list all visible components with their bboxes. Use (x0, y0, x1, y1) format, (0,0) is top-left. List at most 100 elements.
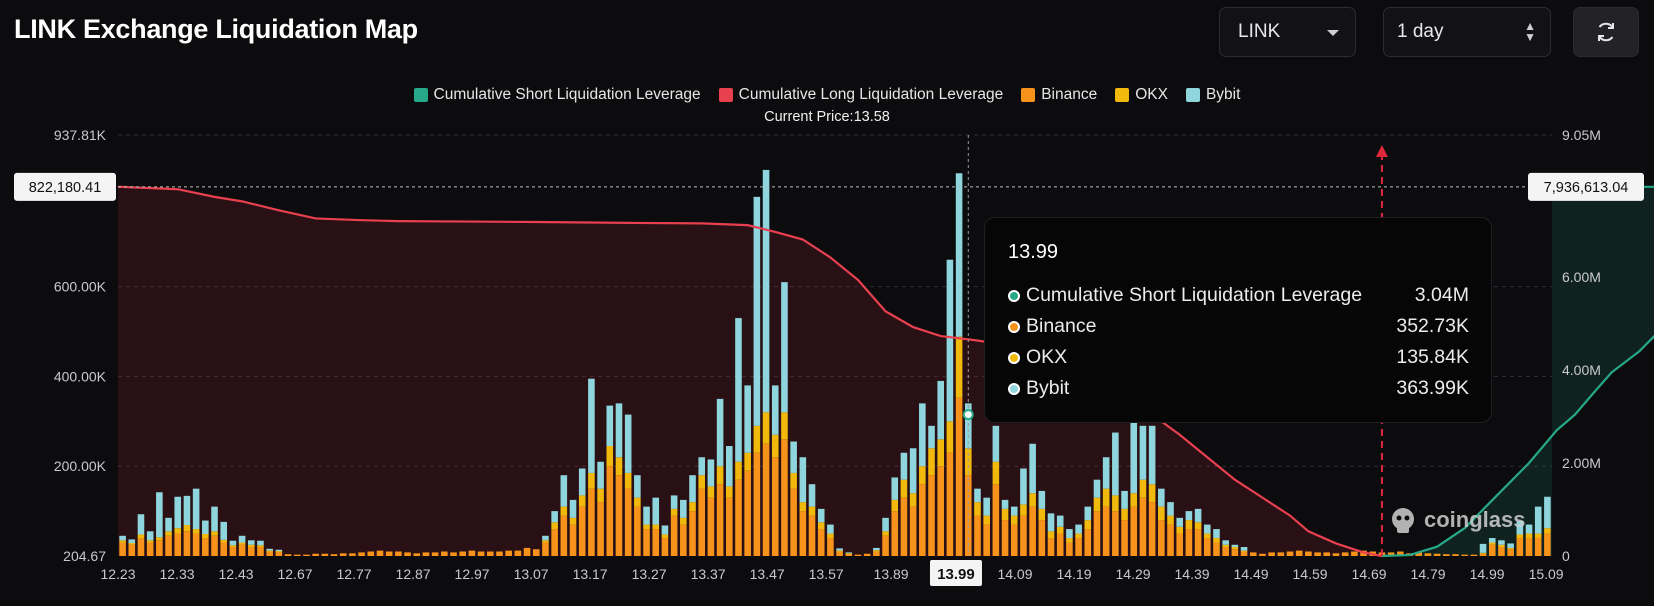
bar-binance (1534, 538, 1542, 556)
refresh-button[interactable] (1573, 7, 1639, 57)
bar-okx (1093, 497, 1101, 512)
tooltip-dot (1008, 382, 1020, 395)
legend-item-short[interactable]: Cumulative Short Liquidation Leverage (413, 86, 701, 104)
bar-okx (606, 446, 614, 467)
bar-bybit (1231, 544, 1239, 548)
tooltip-row: Bybit 363.99K (1008, 373, 1469, 404)
bar-binance (1332, 553, 1340, 556)
bar-binance (266, 551, 273, 556)
bar-bybit (578, 468, 586, 496)
bar-bybit (891, 477, 899, 500)
legend-swatch (1115, 88, 1130, 102)
bar-binance (1130, 506, 1138, 556)
bar-okx (551, 522, 558, 530)
bar-bybit (900, 452, 908, 480)
bar-okx (771, 434, 779, 458)
bar-okx (578, 495, 586, 507)
x-axis-tick: 13.89 (874, 566, 909, 582)
bar-binance (1498, 547, 1505, 556)
legend-item-okx[interactable]: OKX (1115, 86, 1168, 104)
bar-binance (1038, 520, 1046, 556)
bar-binance (146, 542, 154, 556)
bar-binance (707, 497, 715, 556)
tooltip-name: Bybit (1026, 377, 1070, 399)
bar-bybit (1534, 506, 1542, 534)
bar-okx (128, 542, 136, 545)
tooltip-value: 352.73K (1396, 315, 1469, 337)
bar-binance (1158, 520, 1165, 556)
bar-bybit (1544, 496, 1551, 529)
bar-okx (946, 421, 954, 453)
bar-binance (1433, 553, 1441, 556)
bar-bybit (128, 539, 136, 543)
bar-okx (1130, 493, 1138, 507)
bar-bybit (808, 484, 816, 507)
bar-okx (882, 531, 889, 536)
bar-binance (1185, 529, 1193, 556)
tooltip-value: 363.99K (1396, 377, 1469, 399)
bar-okx (928, 448, 935, 476)
bar-okx (762, 412, 770, 444)
bar-okx (698, 475, 706, 489)
bar-binance (974, 515, 981, 556)
bar-binance (1305, 551, 1312, 556)
bar-binance (698, 488, 706, 556)
legend-item-long[interactable]: Cumulative Long Liquidation Leverage (718, 86, 1003, 104)
bar-binance (367, 551, 375, 556)
bar-okx (1121, 508, 1128, 521)
right-axis-marker: 7,936,613.04 (1544, 180, 1629, 196)
bar-okx (1479, 552, 1487, 554)
bar-bybit (725, 446, 733, 487)
bar-bybit (698, 457, 706, 476)
bar-okx (827, 533, 834, 539)
x-axis-tick: 14.49 (1234, 566, 1269, 582)
bar-okx (257, 545, 264, 548)
bar-bybit (257, 540, 264, 546)
x-axis-tick: 12.97 (455, 566, 490, 582)
bar-okx (661, 534, 669, 539)
bar-binance (395, 551, 402, 556)
bar-binance (312, 553, 319, 556)
bar-binance (1277, 552, 1285, 556)
bar-okx (1084, 520, 1092, 530)
left-axis-tick: 204.67 (63, 548, 106, 564)
legend: Cumulative Short Liquidation Leverage Cu… (0, 86, 1654, 104)
bar-binance (863, 553, 871, 556)
bar-bybit (1102, 457, 1110, 489)
bar-binance (1286, 551, 1294, 556)
bar-bybit (588, 378, 595, 473)
bar-bybit (542, 535, 549, 541)
left-axis-marker: 822,180.41 (29, 180, 102, 196)
bar-binance (983, 524, 990, 556)
page-title: LINK Exchange Liquidation Map (14, 14, 418, 44)
bar-binance (174, 533, 182, 556)
bar-bybit (983, 497, 990, 516)
bar-bybit (1479, 543, 1487, 553)
bar-okx (1525, 533, 1533, 539)
tooltip-dot (1008, 320, 1020, 333)
bar-binance (560, 515, 568, 556)
x-axis-tick: 12.87 (396, 566, 431, 582)
bar-binance (597, 502, 604, 556)
legend-label: Cumulative Short Liquidation Leverage (433, 86, 701, 103)
x-axis-tick: 14.19 (1056, 566, 1091, 582)
bar-binance (376, 550, 384, 556)
bar-bybit (1158, 488, 1165, 507)
bar-okx (1213, 538, 1220, 543)
bar-bybit (974, 488, 981, 503)
bar-binance (441, 551, 448, 556)
bar-bybit (1498, 540, 1505, 545)
bar-okx (615, 457, 623, 476)
bar-binance (247, 547, 255, 556)
bar-binance (385, 551, 393, 556)
bar-binance (1093, 511, 1101, 556)
tooltip-name: OKX (1026, 346, 1068, 368)
legend-item-bybit[interactable]: Bybit (1185, 86, 1240, 104)
bar-okx (1158, 506, 1165, 521)
legend-item-binance[interactable]: Binance (1021, 86, 1097, 104)
symbol-select[interactable]: LINK (1219, 7, 1356, 57)
tooltip-name: Binance (1026, 315, 1097, 337)
period-select[interactable]: 1 day ▲ ▼ (1383, 7, 1551, 57)
bar-bybit (1093, 479, 1101, 498)
